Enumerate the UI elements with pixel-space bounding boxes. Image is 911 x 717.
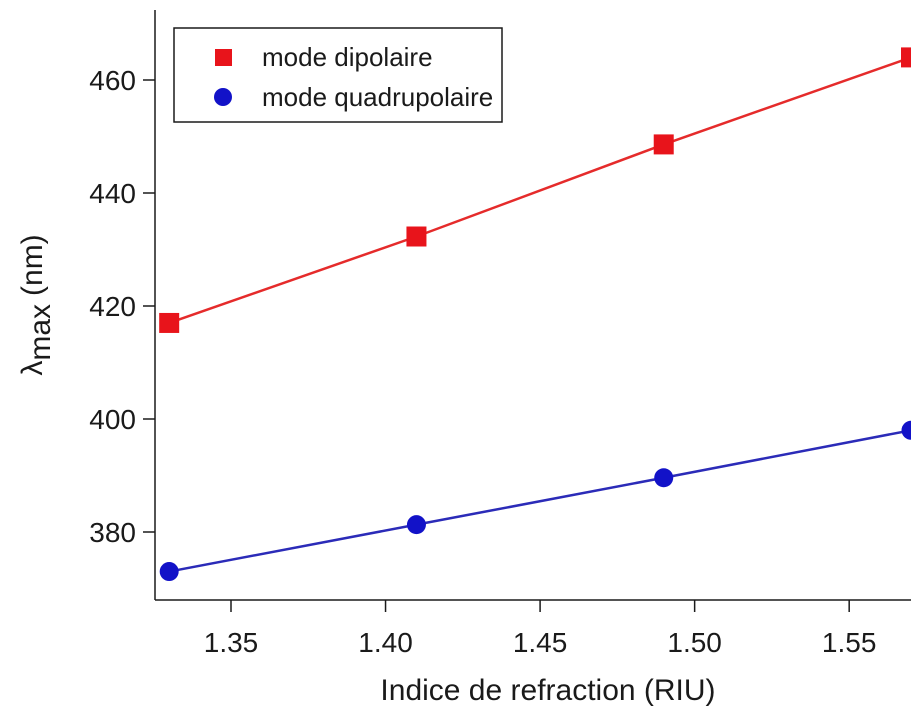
y-tick-label-1: 400: [89, 404, 136, 435]
y-axis-title-group: λmax (nm): [16, 234, 57, 375]
series-1-point-1: [406, 515, 426, 535]
y-tick-label-2: 420: [89, 291, 136, 322]
y-axis-title-symbol: λ: [16, 361, 49, 376]
y-axis-title: λmax (nm): [16, 234, 57, 375]
y-tick-label-4: 460: [89, 65, 136, 96]
y-axis-title-subscript: max: [24, 304, 57, 361]
series-1-point-0: [159, 562, 179, 582]
ticks: 1.35 1.40 1.45 1.50 1.55 380 400 420 440 460: [89, 65, 876, 658]
series-0: [159, 47, 911, 333]
series-0-point-2: [653, 134, 674, 155]
y-axis-title-unit: (nm): [16, 234, 49, 296]
series-1-point-2: [654, 468, 674, 488]
series-1: [159, 420, 911, 582]
y-tick-label-3: 440: [89, 178, 136, 209]
legend-marker-quadrupolaire: [214, 88, 232, 106]
x-tick-label-1: 1.40: [358, 627, 413, 658]
series-0-point-0: [159, 312, 180, 333]
legend-label-dipolaire: mode dipolaire: [262, 42, 433, 72]
series: [159, 47, 911, 582]
y-tick-label-0: 380: [89, 517, 136, 548]
axes: [154, 10, 911, 601]
series-1-point-3: [901, 420, 911, 440]
x-tick-label-0: 1.35: [204, 627, 259, 658]
legend: mode dipolaire mode quadrupolaire: [173, 27, 503, 123]
x-axis-title: Indice de refraction (RIU): [380, 674, 715, 707]
series-0-point-3: [901, 47, 911, 68]
x-tick-label-4: 1.55: [822, 627, 877, 658]
x-tick-label-2: 1.45: [513, 627, 568, 658]
legend-box: [173, 27, 503, 123]
series-line-0: [168, 56, 911, 325]
legend-label-quadrupolaire: mode quadrupolaire: [262, 82, 493, 112]
series-line-1: [168, 429, 911, 573]
legend-marker-dipolaire: [215, 49, 232, 66]
x-tick-label-3: 1.50: [667, 627, 722, 658]
series-0-point-1: [406, 226, 427, 247]
